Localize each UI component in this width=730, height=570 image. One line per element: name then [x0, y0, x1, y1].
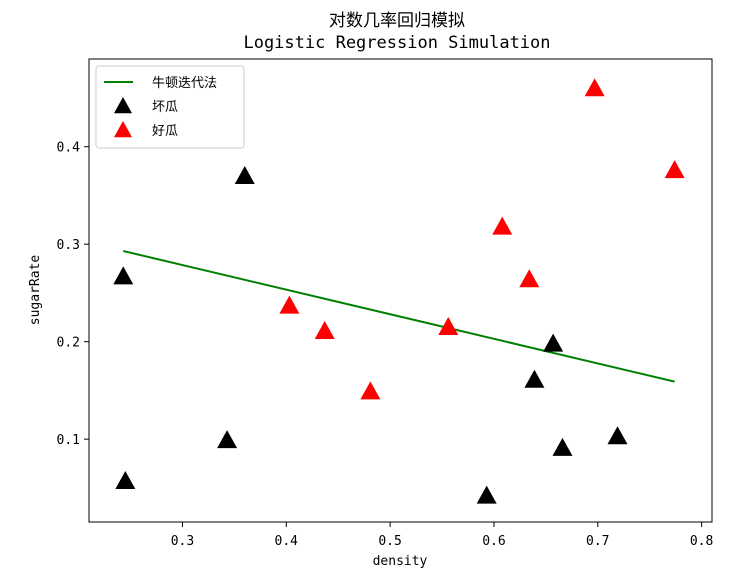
y-tick-label: 0.1	[57, 433, 80, 448]
series-0-point	[476, 485, 497, 504]
y-tick-label: 0.2	[57, 336, 80, 351]
x-tick-label: 0.6	[482, 534, 505, 549]
legend-box	[95, 65, 245, 149]
legend-marker-series-1	[114, 121, 132, 138]
series-1-point	[360, 381, 381, 400]
series-0-point	[234, 165, 255, 184]
x-axis-label: density	[373, 554, 428, 569]
series-1-point	[279, 295, 300, 314]
plot-area	[88, 58, 713, 523]
y-tick-label: 0.3	[57, 238, 80, 253]
series-1-point	[519, 269, 540, 288]
legend-label-line: 牛顿迭代法	[152, 76, 217, 91]
data-marks	[113, 78, 685, 504]
legend: 牛顿迭代法 坏瓜 好瓜	[95, 65, 245, 149]
series-1-point	[438, 317, 459, 336]
x-axis: 0.3 0.4 0.5 0.6 0.7 0.8	[171, 522, 713, 549]
legend-marker-series-0	[114, 97, 132, 114]
series-0-point	[524, 369, 545, 388]
series-1-point	[664, 160, 685, 179]
y-axis-label: sugarRate	[28, 255, 43, 326]
x-tick-label: 0.4	[275, 534, 299, 549]
series-0-point	[113, 266, 134, 285]
series-0-point	[115, 471, 136, 490]
series-0-point	[217, 430, 238, 449]
y-axis: 0.1 0.2 0.3 0.4	[57, 141, 89, 448]
chart-subtitle: Logistic Regression Simulation	[243, 33, 550, 53]
chart-title: 对数几率回归模拟	[329, 11, 465, 31]
series-1-point	[314, 320, 335, 339]
series-0-point	[543, 333, 564, 352]
series-0-point	[552, 437, 573, 456]
x-tick-label: 0.3	[171, 534, 194, 549]
regression-line	[123, 250, 675, 383]
legend-label-series-1: 好瓜	[152, 124, 178, 139]
series-1-point	[492, 216, 513, 235]
y-tick-label: 0.4	[57, 141, 81, 156]
x-tick-label: 0.8	[690, 534, 713, 549]
legend-label-series-0: 坏瓜	[152, 100, 178, 115]
x-tick-label: 0.7	[586, 534, 609, 549]
x-tick-label: 0.5	[378, 534, 401, 549]
series-0-point	[607, 426, 628, 445]
series-1-point	[584, 78, 605, 97]
